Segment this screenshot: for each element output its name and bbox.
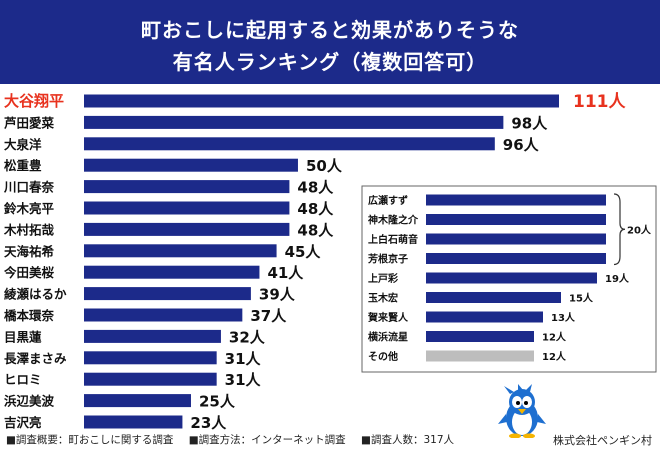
main-bar	[84, 115, 504, 129]
inset-bar	[426, 233, 606, 245]
main-category-label: 大谷翔平	[4, 92, 64, 110]
main-bar	[84, 308, 243, 322]
main-value-label: 50人	[306, 157, 343, 175]
main-category-label: 綾瀬はるか	[4, 287, 67, 302]
main-category-label: 浜辺美波	[4, 394, 55, 409]
main-category-label: 今田美桜	[3, 265, 55, 280]
main-category-label: 芦田愛菜	[4, 115, 55, 130]
main-category-label: 橋本環奈	[4, 308, 55, 323]
main-category-label: 天海祐希	[4, 244, 55, 259]
main-value-label: 98人	[511, 114, 548, 132]
main-category-label: 木村拓哉	[3, 222, 55, 237]
main-value-label: 31人	[225, 350, 262, 368]
main-category-label: 鈴木亮平	[4, 201, 55, 216]
inset-value-label: 15人	[569, 292, 594, 305]
inset-value-label: 12人	[542, 350, 567, 363]
survey-footer: ■調査概要：町おこしに関する調査 ■調査方法：インターネット調査 ■調査人数：3…	[6, 432, 466, 447]
inset-bar	[426, 350, 534, 362]
main-category-label: 松重豊	[4, 158, 42, 173]
footer-survey-overview: ■調査概要：町おこしに関する調査	[6, 434, 174, 446]
main-bar	[84, 201, 290, 215]
main-category-label: 川口春奈	[3, 180, 55, 195]
inset-category-label: 広瀬すず	[368, 194, 408, 207]
main-value-label: 48人	[297, 221, 334, 239]
inset-bar	[426, 253, 606, 264]
inset-group-label: 20人	[627, 223, 652, 236]
main-value-label: 37人	[250, 307, 287, 325]
main-category-label: ヒロミ	[4, 372, 42, 387]
main-bar	[84, 372, 217, 386]
main-bar	[84, 415, 183, 429]
main-bar	[84, 244, 277, 258]
main-value-label: 96人	[503, 136, 540, 154]
company-name: 株式会社ペンギン村	[553, 434, 652, 447]
main-value-label: 25人	[199, 393, 236, 411]
footer-survey-method: ■調査方法：インターネット調査	[188, 434, 346, 446]
footer-survey-count: ■調査人数：317人	[361, 434, 454, 446]
main-value-label: 31人	[225, 371, 262, 389]
main-category-label: 大泉洋	[4, 137, 42, 152]
inset-group-brace	[613, 193, 626, 266]
inset-category-label: 賀来賢人	[367, 311, 409, 324]
main-value-label: 32人	[229, 328, 266, 346]
title-header: 町おこしに起用すると効果がありそうな 有名人ランキング（複数回答可）	[0, 0, 660, 84]
main-category-label: 吉沢亮	[4, 415, 42, 430]
inset-category-label: 芳根京子	[368, 253, 408, 266]
inset-bar	[426, 214, 606, 225]
inset-category-label: 神木隆之介	[368, 214, 419, 227]
inset-category-label: その他	[368, 350, 398, 363]
main-bar	[84, 222, 290, 236]
main-bar	[84, 137, 495, 151]
inset-bar	[426, 292, 561, 303]
main-value-label: 48人	[297, 200, 334, 218]
main-value-label: 23人	[190, 414, 227, 430]
inset-bar	[426, 311, 543, 323]
inset-category-label: 玉木宏	[368, 292, 398, 305]
main-bar	[84, 94, 559, 108]
main-value-label: 41人	[267, 264, 304, 282]
main-bar	[84, 351, 217, 365]
title-line-2: 有名人ランキング（複数回答可）	[172, 50, 488, 74]
main-value-label: 39人	[259, 286, 296, 304]
inset-category-label: 横浜流星	[368, 331, 408, 344]
main-bar	[84, 287, 251, 301]
inset-category-label: 上白石萌音	[368, 233, 418, 246]
main-bar	[84, 329, 221, 343]
main-value-label: 45人	[285, 243, 322, 261]
penguin-mascot-icon	[498, 384, 546, 438]
main-bar	[84, 265, 260, 279]
inset-value-label: 12人	[542, 331, 567, 344]
main-value-label: 111人	[573, 92, 626, 112]
main-value-label: 48人	[297, 179, 334, 197]
main-bar	[84, 158, 298, 172]
main-bar	[84, 180, 290, 194]
inset-bar	[426, 272, 597, 284]
inset-value-label: 13人	[551, 311, 576, 324]
main-bar	[84, 394, 191, 408]
main-category-label: 目黒蓮	[4, 329, 42, 344]
title-line-1: 町おこしに起用すると効果がありそうな	[141, 18, 519, 42]
main-category-label: 長澤まさみ	[4, 351, 67, 366]
inset-bar	[426, 331, 534, 342]
inset-category-label: 上戸彩	[368, 272, 398, 285]
inset-bar	[426, 194, 606, 206]
inset-value-label: 19人	[605, 272, 630, 285]
